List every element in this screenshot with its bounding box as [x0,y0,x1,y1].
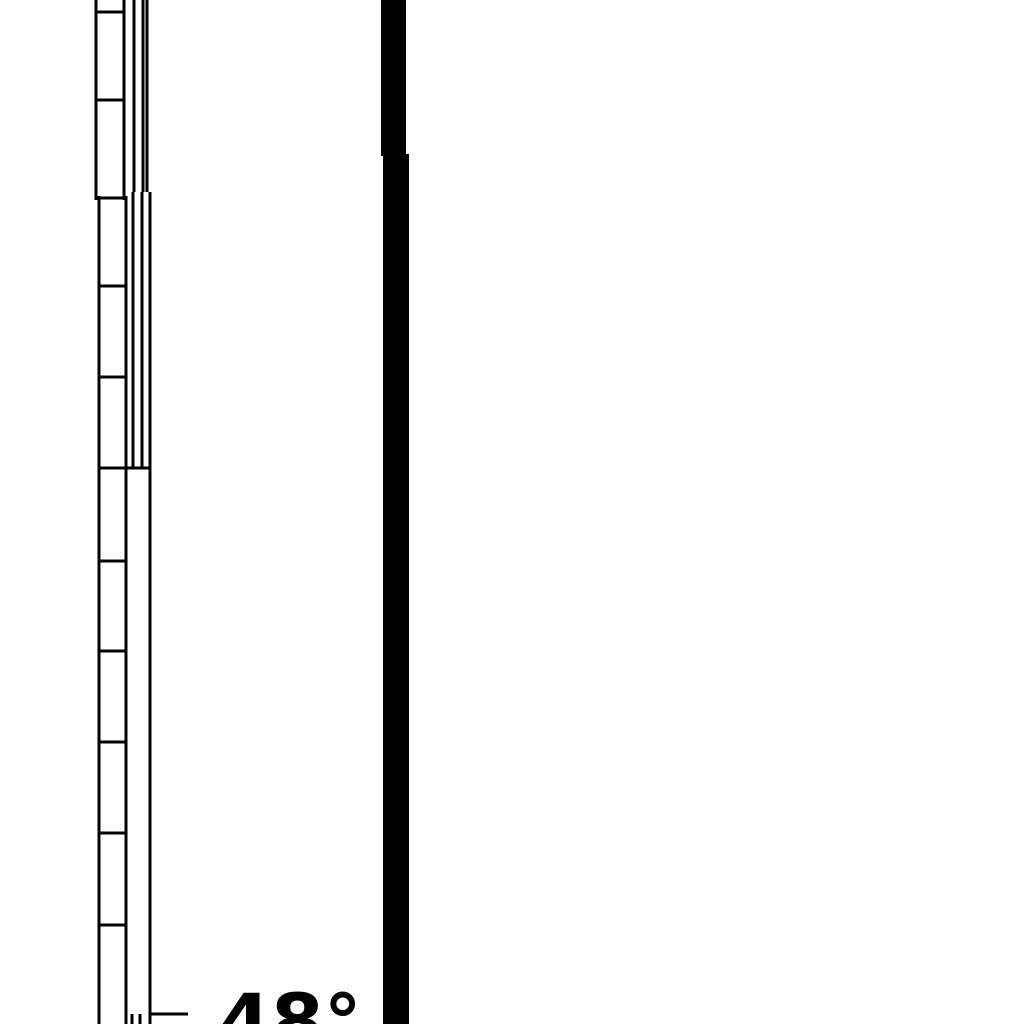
column-middle-segment [97,192,152,470]
column-lower-segment [97,468,188,1024]
thick-member-lower [383,154,409,1024]
thick-member-upper [381,0,406,156]
thick-vertical-member [381,0,409,1024]
angle-label: 48° [218,977,362,1024]
column-upper-segment [94,0,149,200]
